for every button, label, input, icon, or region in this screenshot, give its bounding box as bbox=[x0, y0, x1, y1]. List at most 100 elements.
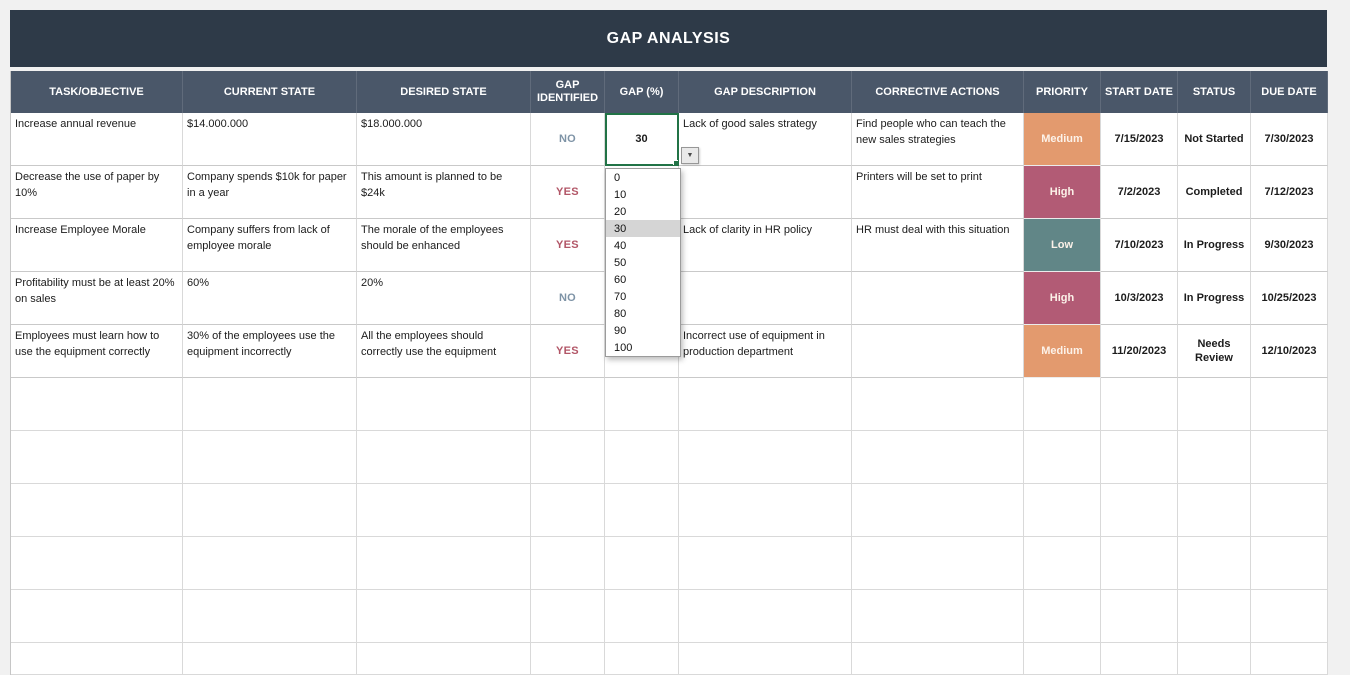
empty-cell[interactable] bbox=[1101, 431, 1178, 484]
start-date-cell[interactable]: 7/15/2023 bbox=[1101, 113, 1178, 166]
status-cell[interactable]: Needs Review bbox=[1178, 325, 1251, 378]
empty-cell[interactable] bbox=[679, 378, 852, 431]
empty-cell[interactable] bbox=[11, 537, 183, 590]
column-header-due-date[interactable]: DUE DATE bbox=[1251, 71, 1328, 113]
empty-cell[interactable] bbox=[11, 431, 183, 484]
due-date-cell[interactable]: 7/30/2023 bbox=[1251, 113, 1328, 166]
empty-cell[interactable] bbox=[1251, 590, 1328, 643]
empty-cell[interactable] bbox=[852, 643, 1024, 675]
gap-identified-cell[interactable]: NO bbox=[531, 113, 605, 166]
empty-cell[interactable] bbox=[1251, 431, 1328, 484]
current-state-cell[interactable]: Company suffers from lack of employee mo… bbox=[183, 219, 357, 272]
empty-cell[interactable] bbox=[357, 431, 531, 484]
empty-cell[interactable] bbox=[852, 484, 1024, 537]
gap-description-cell[interactable]: Lack of good sales strategy bbox=[679, 113, 852, 166]
empty-cell[interactable] bbox=[531, 537, 605, 590]
empty-cell[interactable] bbox=[605, 484, 679, 537]
empty-cell[interactable] bbox=[679, 431, 852, 484]
empty-cell[interactable] bbox=[1024, 484, 1101, 537]
due-date-cell[interactable]: 7/12/2023 bbox=[1251, 166, 1328, 219]
empty-cell[interactable] bbox=[531, 484, 605, 537]
empty-cell[interactable] bbox=[605, 643, 679, 675]
column-header-gap-description[interactable]: GAP DESCRIPTION bbox=[679, 71, 852, 113]
dropdown-option[interactable]: 30 bbox=[606, 220, 680, 237]
empty-cell[interactable] bbox=[1101, 378, 1178, 431]
corrective-actions-cell[interactable]: Find people who can teach the new sales … bbox=[852, 113, 1024, 166]
column-header-priority[interactable]: PRIORITY bbox=[1024, 71, 1101, 113]
empty-cell[interactable] bbox=[1024, 590, 1101, 643]
empty-cell[interactable] bbox=[183, 378, 357, 431]
dropdown-option[interactable]: 50 bbox=[614, 256, 627, 269]
dropdown-option[interactable]: 10 bbox=[614, 188, 627, 201]
empty-cell[interactable] bbox=[605, 590, 679, 643]
empty-cell[interactable] bbox=[1101, 643, 1178, 675]
gap-percent-selected-cell[interactable]: 30 bbox=[605, 113, 679, 166]
gap-description-cell[interactable]: Incorrect use of equipment in production… bbox=[679, 325, 852, 378]
empty-cell[interactable] bbox=[531, 643, 605, 675]
due-date-cell[interactable]: 10/25/2023 bbox=[1251, 272, 1328, 325]
empty-cell[interactable] bbox=[1101, 590, 1178, 643]
gap-identified-cell[interactable]: YES bbox=[531, 166, 605, 219]
task-cell[interactable]: Profitability must be at least 20% on sa… bbox=[11, 272, 183, 325]
due-date-cell[interactable]: 9/30/2023 bbox=[1251, 219, 1328, 272]
empty-cell[interactable] bbox=[357, 484, 531, 537]
column-header-task[interactable]: TASK/OBJECTIVE bbox=[11, 71, 183, 113]
dropdown-option[interactable]: 70 bbox=[614, 290, 627, 303]
gap-identified-cell[interactable]: YES bbox=[531, 325, 605, 378]
desired-state-cell[interactable]: 20% bbox=[357, 272, 531, 325]
empty-cell[interactable] bbox=[1251, 378, 1328, 431]
status-cell[interactable]: Not Started bbox=[1178, 113, 1251, 166]
dropdown-option[interactable]: 60 bbox=[614, 273, 627, 286]
empty-cell[interactable] bbox=[1178, 590, 1251, 643]
gap-identified-cell[interactable]: NO bbox=[531, 272, 605, 325]
empty-cell[interactable] bbox=[852, 590, 1024, 643]
dropdown-option[interactable]: 80 bbox=[614, 307, 627, 320]
empty-cell[interactable] bbox=[1251, 537, 1328, 590]
desired-state-cell[interactable]: $18.000.000 bbox=[357, 113, 531, 166]
priority-cell[interactable]: Medium bbox=[1024, 325, 1101, 378]
empty-cell[interactable] bbox=[605, 537, 679, 590]
empty-cell[interactable] bbox=[183, 537, 357, 590]
column-header-gap-percent[interactable]: GAP (%) bbox=[605, 71, 679, 113]
empty-cell[interactable] bbox=[605, 431, 679, 484]
empty-cell[interactable] bbox=[11, 484, 183, 537]
gap-description-cell[interactable] bbox=[679, 272, 852, 325]
empty-cell[interactable] bbox=[1024, 537, 1101, 590]
priority-cell[interactable]: Medium bbox=[1024, 113, 1101, 166]
empty-cell[interactable] bbox=[852, 537, 1024, 590]
desired-state-cell[interactable]: This amount is planned to be $24k bbox=[357, 166, 531, 219]
start-date-cell[interactable]: 11/20/2023 bbox=[1101, 325, 1178, 378]
empty-cell[interactable] bbox=[1178, 378, 1251, 431]
empty-cell[interactable] bbox=[1251, 484, 1328, 537]
empty-cell[interactable] bbox=[357, 378, 531, 431]
current-state-cell[interactable]: 60% bbox=[183, 272, 357, 325]
empty-cell[interactable] bbox=[531, 431, 605, 484]
empty-cell[interactable] bbox=[183, 431, 357, 484]
status-cell[interactable]: In Progress bbox=[1178, 272, 1251, 325]
empty-cell[interactable] bbox=[605, 378, 679, 431]
empty-cell[interactable] bbox=[679, 484, 852, 537]
empty-cell[interactable] bbox=[1024, 643, 1101, 675]
empty-cell[interactable] bbox=[1024, 431, 1101, 484]
gap-identified-cell[interactable]: YES bbox=[531, 219, 605, 272]
column-header-corrective-actions[interactable]: CORRECTIVE ACTIONS bbox=[852, 71, 1024, 113]
empty-cell[interactable] bbox=[183, 643, 357, 675]
task-cell[interactable]: Increase Employee Morale bbox=[11, 219, 183, 272]
empty-cell[interactable] bbox=[357, 643, 531, 675]
status-cell[interactable]: In Progress bbox=[1178, 219, 1251, 272]
gap-description-cell[interactable]: Lack of clarity in HR policy bbox=[679, 219, 852, 272]
current-state-cell[interactable]: $14.000.000 bbox=[183, 113, 357, 166]
column-header-start-date[interactable]: START DATE bbox=[1101, 71, 1178, 113]
desired-state-cell[interactable]: All the employees should correctly use t… bbox=[357, 325, 531, 378]
corrective-actions-cell[interactable] bbox=[852, 325, 1024, 378]
desired-state-cell[interactable]: The morale of the employees should be en… bbox=[357, 219, 531, 272]
empty-cell[interactable] bbox=[1178, 643, 1251, 675]
dropdown-option[interactable]: 20 bbox=[614, 205, 627, 218]
empty-cell[interactable] bbox=[357, 537, 531, 590]
empty-cell[interactable] bbox=[1251, 643, 1328, 675]
empty-cell[interactable] bbox=[852, 378, 1024, 431]
empty-cell[interactable] bbox=[679, 590, 852, 643]
empty-cell[interactable] bbox=[1178, 431, 1251, 484]
empty-cell[interactable] bbox=[1101, 484, 1178, 537]
current-state-cell[interactable]: 30% of the employees use the equipment i… bbox=[183, 325, 357, 378]
